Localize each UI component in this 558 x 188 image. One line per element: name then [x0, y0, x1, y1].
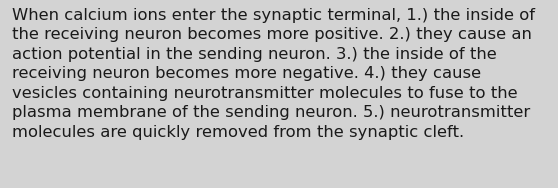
Text: When calcium ions enter the synaptic terminal, 1.) the inside of
the receiving n: When calcium ions enter the synaptic ter…	[12, 8, 535, 140]
